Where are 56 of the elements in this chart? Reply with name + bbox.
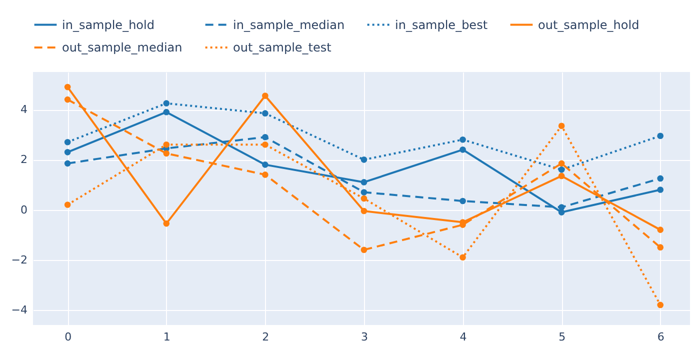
x-tick-label: 6 <box>657 330 664 344</box>
point <box>460 254 466 261</box>
point <box>657 186 664 193</box>
x-tick-label: 4 <box>460 330 467 344</box>
point <box>64 96 71 103</box>
point <box>163 220 170 227</box>
point <box>262 172 268 178</box>
legend-label: out_sample_hold <box>538 18 640 32</box>
point <box>558 122 565 130</box>
point <box>558 204 565 210</box>
point <box>360 189 368 196</box>
point <box>64 202 71 208</box>
point <box>360 246 368 254</box>
point <box>657 244 664 250</box>
x-tick-label: 3 <box>360 330 368 344</box>
point <box>460 146 466 153</box>
point <box>64 138 71 146</box>
point <box>163 108 170 116</box>
point <box>163 100 170 106</box>
point <box>262 162 268 168</box>
point <box>360 208 368 214</box>
x-tick-label: 0 <box>64 330 72 344</box>
point <box>64 149 71 156</box>
x-tick-label: 2 <box>262 330 270 344</box>
y-tick-label: −2 <box>11 253 28 266</box>
point <box>64 84 71 90</box>
point <box>657 175 664 182</box>
point <box>657 302 664 308</box>
point <box>360 179 368 186</box>
point <box>558 172 565 180</box>
legend-label: in_sample_hold <box>62 18 154 32</box>
point <box>163 150 170 157</box>
y-tick-label: −4 <box>11 303 28 316</box>
point <box>460 198 466 204</box>
point <box>558 160 565 167</box>
point <box>360 195 368 202</box>
point <box>460 136 466 143</box>
legend-label: in_sample_median <box>233 18 345 32</box>
point <box>657 226 664 233</box>
point <box>163 141 170 148</box>
point <box>657 132 664 140</box>
point <box>262 141 268 148</box>
point <box>64 160 71 167</box>
legend-label: out_sample_test <box>233 40 332 54</box>
point <box>262 92 268 99</box>
y-tick-label: 0 <box>20 203 28 216</box>
point <box>262 134 268 140</box>
legend-label: out_sample_median <box>62 40 182 54</box>
x-tick-label: 5 <box>558 330 566 344</box>
point <box>558 166 565 173</box>
point <box>360 156 368 163</box>
y-tick-label: 2 <box>20 153 28 166</box>
legend-label: in_sample_best <box>395 18 488 32</box>
x-tick-label: 1 <box>163 330 170 344</box>
point <box>262 110 268 116</box>
y-tick-label: 4 <box>20 103 28 116</box>
